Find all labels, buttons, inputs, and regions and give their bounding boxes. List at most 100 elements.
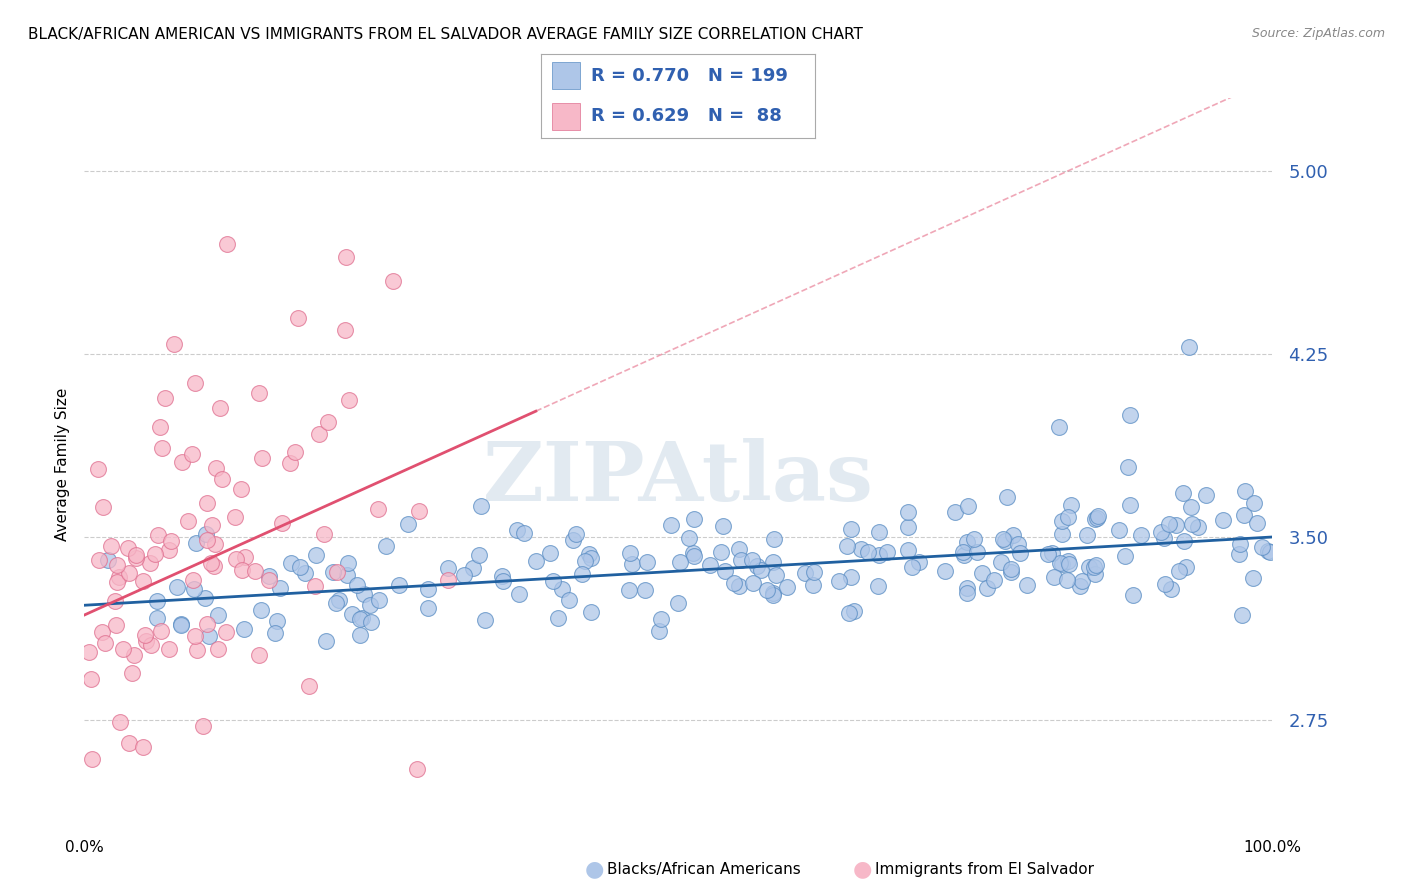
- Point: [367, 592, 389, 607]
- Point: [250, 450, 273, 465]
- Point: [1042, 570, 1064, 584]
- Text: Blacks/African Americans: Blacks/African Americans: [607, 863, 801, 877]
- Point: [278, 456, 301, 470]
- Point: [100, 539, 122, 553]
- Point: [207, 641, 229, 656]
- Point: [956, 535, 979, 549]
- Point: [247, 648, 270, 662]
- Point: [1084, 566, 1107, 581]
- Point: [146, 527, 169, 541]
- Point: [619, 545, 641, 559]
- Point: [1233, 508, 1256, 523]
- Point: [1171, 485, 1194, 500]
- Point: [125, 551, 148, 566]
- Point: [349, 611, 371, 625]
- Point: [620, 557, 643, 571]
- Point: [181, 573, 204, 587]
- Point: [1087, 508, 1109, 523]
- Point: [1149, 525, 1171, 540]
- Point: [118, 566, 141, 580]
- Point: [1153, 531, 1175, 545]
- Point: [1050, 557, 1073, 571]
- Point: [1246, 516, 1268, 530]
- Point: [741, 552, 763, 566]
- Point: [839, 570, 862, 584]
- Point: [266, 614, 288, 628]
- Point: [367, 502, 389, 516]
- Point: [231, 482, 253, 496]
- Point: [233, 622, 256, 636]
- Point: [844, 604, 866, 618]
- Point: [492, 574, 515, 588]
- Point: [1241, 571, 1264, 585]
- Point: [97, 553, 120, 567]
- Point: [108, 569, 131, 583]
- Point: [1181, 517, 1204, 532]
- Text: BLACK/AFRICAN AMERICAN VS IMMIGRANTS FROM EL SALVADOR AVERAGE FAMILY SIZE CORREL: BLACK/AFRICAN AMERICAN VS IMMIGRANTS FRO…: [28, 27, 863, 42]
- Point: [326, 565, 349, 579]
- Point: [1258, 545, 1281, 559]
- Point: [125, 549, 148, 563]
- Point: [683, 549, 706, 563]
- Point: [678, 531, 700, 545]
- Point: [108, 714, 131, 729]
- Point: [524, 554, 547, 568]
- Point: [565, 527, 588, 541]
- Point: [374, 539, 396, 553]
- Point: [416, 600, 439, 615]
- Point: [1119, 498, 1142, 512]
- Point: [342, 607, 364, 621]
- Point: [1056, 509, 1078, 524]
- Point: [547, 610, 569, 624]
- Point: [995, 490, 1018, 504]
- Point: [1212, 513, 1234, 527]
- Point: [336, 556, 359, 570]
- Point: [723, 576, 745, 591]
- Point: [650, 612, 672, 626]
- Point: [897, 505, 920, 519]
- Point: [350, 611, 373, 625]
- Point: [756, 582, 779, 597]
- Point: [728, 579, 751, 593]
- Point: [1229, 537, 1251, 551]
- Point: [1160, 582, 1182, 596]
- Point: [387, 577, 409, 591]
- Text: R = 0.770   N = 199: R = 0.770 N = 199: [591, 67, 787, 85]
- Point: [315, 633, 337, 648]
- Point: [868, 579, 890, 593]
- Point: [953, 548, 976, 562]
- Point: [1195, 487, 1218, 501]
- Point: [337, 392, 360, 407]
- Point: [1173, 533, 1195, 548]
- Point: [710, 545, 733, 559]
- Point: [551, 582, 574, 596]
- Point: [869, 524, 891, 539]
- Point: [765, 567, 787, 582]
- Point: [983, 573, 1005, 587]
- Point: [163, 336, 186, 351]
- Point: [211, 473, 233, 487]
- Text: Immigrants from El Salvador: Immigrants from El Salvador: [875, 863, 1094, 877]
- Point: [617, 582, 640, 597]
- Point: [202, 559, 225, 574]
- Point: [94, 636, 117, 650]
- Point: [1164, 517, 1187, 532]
- Point: [730, 553, 752, 567]
- Point: [150, 441, 173, 455]
- Point: [835, 540, 858, 554]
- Point: [1059, 498, 1081, 512]
- Point: [90, 624, 112, 639]
- Point: [1257, 544, 1279, 558]
- Point: [1057, 557, 1080, 571]
- Point: [934, 564, 956, 578]
- Point: [231, 563, 253, 577]
- Point: [491, 568, 513, 582]
- Point: [186, 642, 208, 657]
- Point: [204, 537, 226, 551]
- Bar: [553, 62, 579, 89]
- Point: [747, 558, 769, 573]
- Point: [105, 558, 128, 572]
- Point: [1050, 514, 1073, 528]
- Point: [360, 615, 382, 629]
- Point: [104, 594, 127, 608]
